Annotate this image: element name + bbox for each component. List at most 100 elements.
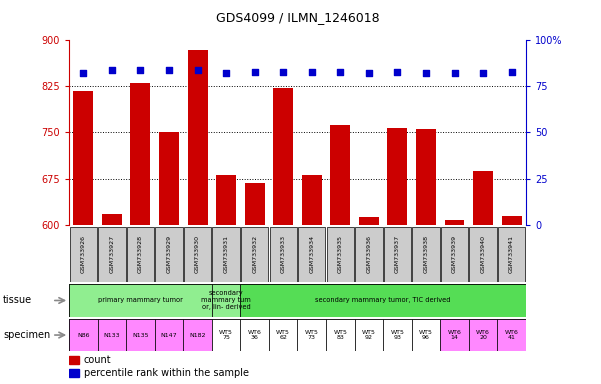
Bar: [412, 227, 440, 282]
Text: GSM733936: GSM733936: [367, 235, 371, 273]
Bar: [412, 319, 440, 351]
Point: [221, 70, 231, 76]
Text: WT5
93: WT5 93: [391, 329, 404, 341]
Bar: [212, 319, 240, 351]
Bar: [245, 183, 264, 225]
Text: WT6
41: WT6 41: [505, 329, 519, 341]
Bar: [69, 319, 97, 351]
Text: WT5
96: WT5 96: [419, 329, 433, 341]
Bar: [269, 319, 297, 351]
Point: [136, 67, 145, 73]
Point: [507, 69, 516, 75]
Bar: [383, 227, 411, 282]
Text: GSM733941: GSM733941: [509, 235, 514, 273]
Bar: [416, 129, 436, 225]
Bar: [212, 227, 240, 282]
Bar: [502, 216, 522, 225]
Text: N133: N133: [103, 333, 120, 338]
Bar: [388, 127, 407, 225]
Text: primary mammary tumor: primary mammary tumor: [98, 298, 183, 303]
Bar: [355, 227, 383, 282]
Bar: [70, 227, 97, 282]
Bar: [212, 284, 240, 317]
Text: count: count: [84, 355, 111, 365]
Point: [307, 69, 317, 75]
Bar: [97, 319, 126, 351]
Text: GSM733926: GSM733926: [81, 235, 86, 273]
Text: GSM733928: GSM733928: [138, 235, 143, 273]
Bar: [240, 284, 526, 317]
Text: GSM733934: GSM733934: [310, 235, 314, 273]
Point: [335, 69, 345, 75]
Bar: [473, 170, 493, 225]
Text: GSM733939: GSM733939: [452, 235, 457, 273]
Bar: [302, 175, 322, 225]
Bar: [326, 227, 354, 282]
Text: GSM733929: GSM733929: [166, 235, 171, 273]
Text: WT5
73: WT5 73: [305, 329, 319, 341]
Bar: [73, 91, 93, 225]
Text: N182: N182: [189, 333, 206, 338]
Bar: [440, 319, 469, 351]
Text: secondary
mammary tum
or, lin- derived: secondary mammary tum or, lin- derived: [201, 290, 251, 311]
Point: [278, 69, 288, 75]
Bar: [159, 132, 179, 225]
Text: GSM733935: GSM733935: [338, 235, 343, 273]
Bar: [326, 319, 355, 351]
Text: N147: N147: [160, 333, 177, 338]
Bar: [355, 319, 383, 351]
Text: secondary mammary tumor, TIC derived: secondary mammary tumor, TIC derived: [316, 298, 451, 303]
Text: WT5
75: WT5 75: [219, 329, 233, 341]
Bar: [383, 319, 412, 351]
Bar: [126, 319, 155, 351]
Bar: [498, 319, 526, 351]
Point: [79, 70, 88, 76]
Text: GSM733927: GSM733927: [109, 235, 114, 273]
Bar: [469, 319, 498, 351]
Bar: [69, 369, 79, 377]
Text: WT6
36: WT6 36: [248, 329, 261, 341]
Point: [392, 69, 402, 75]
Bar: [498, 227, 525, 282]
Bar: [441, 227, 468, 282]
Bar: [297, 319, 326, 351]
Bar: [130, 83, 150, 225]
Text: WT6
20: WT6 20: [476, 329, 490, 341]
Bar: [298, 227, 326, 282]
Text: GSM733930: GSM733930: [195, 235, 200, 273]
Text: WT6
14: WT6 14: [448, 329, 462, 341]
Point: [193, 67, 203, 73]
Bar: [241, 227, 269, 282]
Bar: [273, 88, 293, 225]
Bar: [98, 227, 126, 282]
Text: GSM733938: GSM733938: [424, 235, 429, 273]
Text: N135: N135: [132, 333, 148, 338]
Bar: [155, 227, 183, 282]
Text: WT5
83: WT5 83: [334, 329, 347, 341]
Text: percentile rank within the sample: percentile rank within the sample: [84, 368, 249, 379]
Point: [478, 70, 488, 76]
Bar: [331, 125, 350, 225]
Point: [250, 69, 260, 75]
Bar: [155, 319, 183, 351]
Bar: [359, 217, 379, 225]
Point: [164, 67, 174, 73]
Text: tissue: tissue: [3, 295, 32, 306]
Bar: [184, 227, 212, 282]
Text: GSM733933: GSM733933: [281, 235, 285, 273]
Text: WT5
92: WT5 92: [362, 329, 376, 341]
Bar: [102, 214, 122, 225]
Bar: [127, 227, 154, 282]
Bar: [188, 50, 207, 225]
Point: [107, 67, 117, 73]
Bar: [183, 319, 212, 351]
Text: N86: N86: [77, 333, 90, 338]
Point: [450, 70, 459, 76]
Bar: [240, 319, 269, 351]
Point: [421, 70, 431, 76]
Point: [364, 70, 374, 76]
Text: GSM733932: GSM733932: [252, 235, 257, 273]
Text: GDS4099 / ILMN_1246018: GDS4099 / ILMN_1246018: [216, 12, 379, 25]
Text: specimen: specimen: [3, 330, 50, 340]
Text: WT5
62: WT5 62: [276, 329, 290, 341]
